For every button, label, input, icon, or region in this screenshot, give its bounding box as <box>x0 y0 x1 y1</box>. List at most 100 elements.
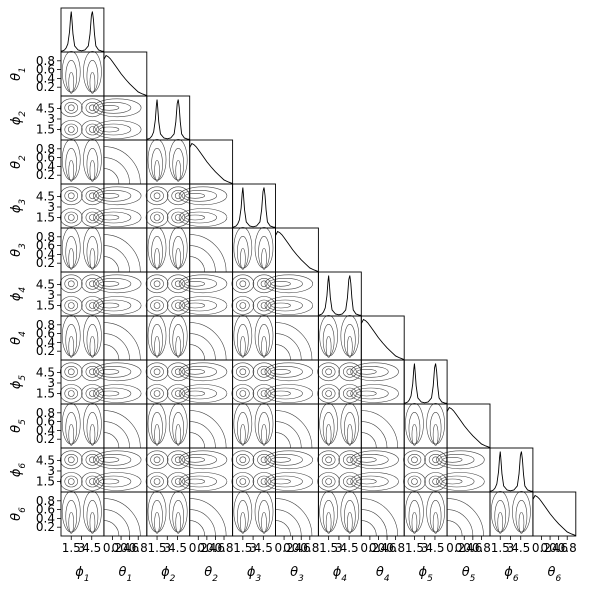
contour-line <box>150 189 164 202</box>
panel-frame <box>275 403 319 449</box>
x-axis-label: θ3 <box>290 565 304 584</box>
contour-line <box>64 189 79 202</box>
contour-line <box>59 186 83 206</box>
contour-phi6-theta1 <box>92 450 142 491</box>
y-tick-label: 0.8 <box>36 318 55 332</box>
x-tick-label: 3 <box>78 541 86 555</box>
marginal-phi3 <box>232 187 276 228</box>
contour-line <box>174 368 182 376</box>
y-tick-label: 0.2 <box>36 520 55 534</box>
contour-line <box>64 365 79 378</box>
contour-line <box>408 500 421 533</box>
contour-line <box>258 324 270 357</box>
y-tick-label: 0.6 <box>36 503 55 517</box>
panel-frame <box>60 403 105 449</box>
x-tick-label: 1.5 <box>491 541 510 555</box>
panel-frame <box>103 139 148 185</box>
contour-line <box>178 296 228 315</box>
contour-line <box>89 478 96 485</box>
contour-theta6-theta1 <box>103 498 141 537</box>
y-tick-label: 1.5 <box>36 474 55 488</box>
contour-line <box>240 423 246 446</box>
contour-line <box>59 362 83 382</box>
contour-line <box>83 315 102 357</box>
contour-line <box>65 148 78 181</box>
contour-line <box>174 478 182 485</box>
contour-phi6-theta4 <box>350 450 399 491</box>
panel-frame <box>146 403 191 449</box>
contour-line <box>429 412 442 445</box>
y-tick-label: 0.6 <box>36 63 55 77</box>
contour-line <box>350 384 399 403</box>
contour-phi6-theta3 <box>264 450 314 491</box>
y-axis-label: θ6 <box>9 507 28 521</box>
y-tick-label: 0.4 <box>36 159 55 173</box>
marginal-curve <box>446 406 491 449</box>
contour-line <box>233 315 253 357</box>
contour-line <box>436 450 485 470</box>
x-tick-label: 0.4 <box>112 541 131 555</box>
contour-line <box>494 500 507 533</box>
marginal-theta3 <box>275 230 319 273</box>
contour-line <box>261 247 267 270</box>
y-tick-label: 1.5 <box>36 298 55 312</box>
contour-line <box>257 387 271 400</box>
contour-line <box>361 421 388 449</box>
contour-line <box>65 236 78 269</box>
contour-line <box>103 146 141 185</box>
panel-frame <box>103 227 148 273</box>
contour-line <box>267 365 303 378</box>
contour-line <box>171 299 186 312</box>
contour-line <box>92 120 142 139</box>
contour-line <box>189 410 227 449</box>
contour-line <box>490 491 510 533</box>
contour-line <box>436 472 485 491</box>
contour-line <box>408 412 421 445</box>
contour-line <box>178 362 228 382</box>
contour-line <box>171 475 186 488</box>
x-tick-label: 4.5 <box>168 541 187 555</box>
contour-line <box>99 390 120 397</box>
contour-line <box>59 472 83 491</box>
contour-line <box>189 344 206 361</box>
contour-line <box>85 387 100 400</box>
contour-phi6-theta5 <box>436 450 485 491</box>
contour-line <box>83 227 102 269</box>
contour-line <box>178 208 228 227</box>
contour-line <box>65 324 78 357</box>
contour-line <box>189 498 227 537</box>
contour-line <box>257 299 271 312</box>
contour-theta3-phi3 <box>233 227 274 270</box>
contour-phi2-phi1 <box>59 98 104 139</box>
contour-line <box>239 456 247 464</box>
contour-line <box>153 192 161 200</box>
x-tick-label: 4.5 <box>82 541 101 555</box>
contour-line <box>189 234 227 273</box>
x-tick-label: 0.6 <box>292 541 311 555</box>
contour-line <box>231 450 255 470</box>
contour-phi3-phi2 <box>145 186 190 227</box>
contour-line <box>175 511 182 534</box>
contour-line <box>236 453 250 466</box>
contour-phi4-theta2 <box>178 274 228 315</box>
contour-line <box>185 192 206 199</box>
contour-line <box>168 491 188 533</box>
contour-line <box>175 335 182 358</box>
contour-line <box>338 362 362 382</box>
y-tick-label: 0.8 <box>36 54 55 68</box>
contour-line <box>171 453 186 466</box>
contour-line <box>181 365 218 378</box>
contour-line <box>145 384 169 403</box>
contour-line <box>171 387 186 400</box>
y-axis-label: θ2 <box>9 155 28 169</box>
marginal-curve <box>103 54 147 97</box>
contour-line <box>67 104 75 112</box>
contour-line <box>103 432 120 449</box>
y-tick-label: 3 <box>47 376 55 390</box>
contour-theta4-phi4 <box>319 315 360 358</box>
contour-line <box>89 456 96 464</box>
contour-line <box>174 302 182 309</box>
x-tick-label: 0.4 <box>455 541 474 555</box>
contour-line <box>150 299 164 312</box>
marginal-theta6 <box>532 494 576 537</box>
